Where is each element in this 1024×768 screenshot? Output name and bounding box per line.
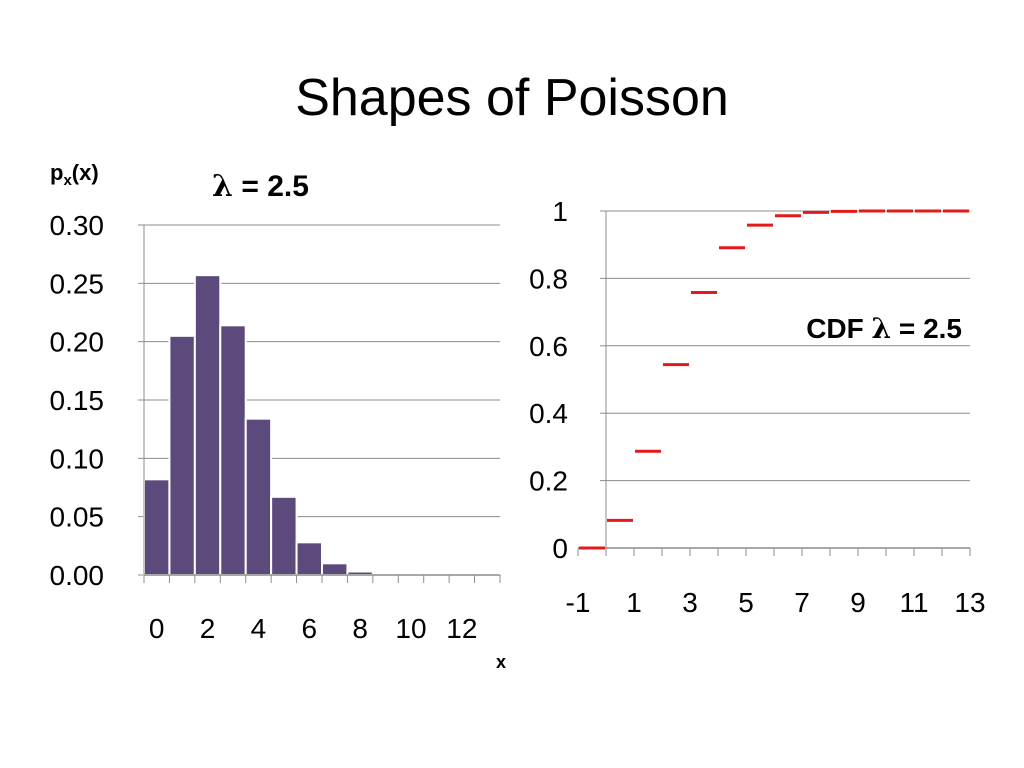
pmf-x-tick-label: 10 xyxy=(395,613,426,644)
cdf-x-tick-label: 1 xyxy=(626,587,642,618)
pmf-bar xyxy=(321,562,349,576)
pmf-y-tick-labels: 0.00 0.05 0.10 0.15 0.20 0.25 0.30 xyxy=(50,210,105,591)
pmf-x-tick-label: 2 xyxy=(200,613,216,644)
pmf-bars xyxy=(143,274,425,577)
cdf-axes xyxy=(577,211,971,556)
pmf-bar xyxy=(193,274,222,576)
cdf-y-tick-labels: 0 0.2 0.4 0.6 0.8 1 xyxy=(529,196,568,564)
cdf-x-tick-label: 3 xyxy=(682,587,698,618)
cdf-x-tick-label: 7 xyxy=(794,587,810,618)
cdf-x-tick-label: 5 xyxy=(738,587,754,618)
pmf-y-tick-label: 0.15 xyxy=(50,385,105,416)
pmf-x-tick-label: 4 xyxy=(251,613,267,644)
pmf-y-tick-label: 0.10 xyxy=(50,443,105,474)
cdf-x-tick-label: 11 xyxy=(899,587,928,618)
pmf-x-axis-label: x xyxy=(496,652,506,672)
pmf-y-tick-label: 0.30 xyxy=(50,210,105,241)
pmf-x-tick-label: 6 xyxy=(301,613,317,644)
pmf-chart-title: λ = 2.5 xyxy=(212,169,309,204)
pmf-bar xyxy=(244,417,273,576)
cdf-step-segments xyxy=(579,209,969,550)
cdf-chart-annotation: CDF λ = 2.5 xyxy=(806,312,962,345)
cdf-x-tick-label: 9 xyxy=(850,587,866,618)
pmf-y-tick-label: 0.00 xyxy=(50,560,105,591)
cdf-y-tick-label: 0.2 xyxy=(529,466,568,497)
pmf-y-tick-label: 0.20 xyxy=(50,327,105,358)
cdf-y-tick-label: 0 xyxy=(552,533,568,564)
cdf-x-tick-label: -1 xyxy=(566,587,591,618)
pmf-bar xyxy=(168,334,196,577)
cdf-gridlines xyxy=(600,210,970,549)
pmf-bar xyxy=(295,541,324,576)
pmf-x-tick-labels: 0 2 4 6 8 10 12 xyxy=(149,613,478,644)
cdf-y-tick-label: 0.6 xyxy=(529,331,568,362)
pmf-axes xyxy=(143,225,501,583)
pmf-bar xyxy=(270,495,298,577)
slide-title: Shapes of Poisson xyxy=(295,69,729,127)
pmf-y-axis-label: px(x) xyxy=(50,160,99,189)
pmf-y-tick-label: 0.05 xyxy=(50,502,105,533)
pmf-y-tick-label: 0.25 xyxy=(50,268,105,299)
cdf-y-tick-label: 0.8 xyxy=(529,263,568,294)
cdf-y-tick-label: 1 xyxy=(552,196,568,227)
pmf-x-tick-label: 0 xyxy=(149,613,165,644)
cdf-x-tick-labels: -1 1 3 5 7 9 11 13 xyxy=(566,587,986,618)
cdf-chart: 00.20.40.60.81 -1 1 3 5 7 9 11 13 CDF λ = 2.5 xyxy=(529,196,986,618)
cdf-x-tick-label: 13 xyxy=(954,587,985,618)
pmf-bar xyxy=(219,324,247,577)
pmf-x-tick-label: 8 xyxy=(352,613,368,644)
pmf-x-tick-label: 12 xyxy=(446,613,477,644)
pmf-bar xyxy=(143,478,171,577)
cdf-y-tick-label: 0.4 xyxy=(529,398,568,429)
pmf-chart: 0.00 0.05 0.10 0.15 0.20 0.25 0.30 0 2 4 6 8 10 12 p… xyxy=(50,160,507,672)
